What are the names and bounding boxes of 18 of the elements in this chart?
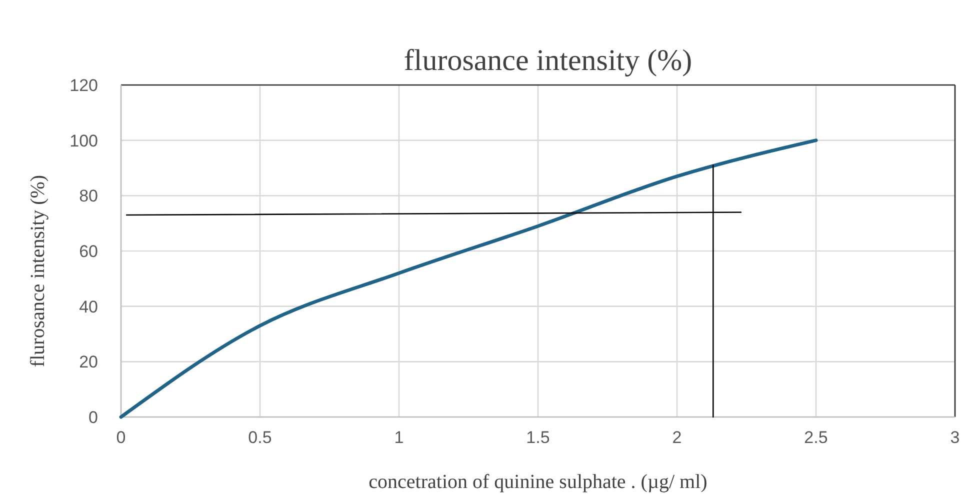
x-tick-label: 0 [116,428,126,447]
chart-title: flurosance intensity (%) [404,44,692,77]
line-series [119,138,818,419]
x-tick-label: 1.5 [526,428,550,447]
y-tick-label: 120 [70,76,98,95]
x-tick-label: 0.5 [248,428,272,447]
y-tick-label: 100 [70,131,98,150]
y-tick-label: 40 [79,297,98,316]
x-tick-label: 2 [672,428,682,447]
y-tick-label: 60 [79,242,98,261]
y-tick-label: 80 [79,186,98,206]
x-tick-label: 2.5 [804,428,828,447]
y-tick-label: 0 [88,408,98,427]
x-tick-label: 3 [950,428,960,447]
y-axis-title: flurosance intensity (%) [27,174,49,368]
x-tick-label: 1 [394,428,404,447]
x-axis-title: concetration of quinine sulphate . (µg/ ml) [368,471,708,493]
y-tick-label: 20 [79,352,98,372]
